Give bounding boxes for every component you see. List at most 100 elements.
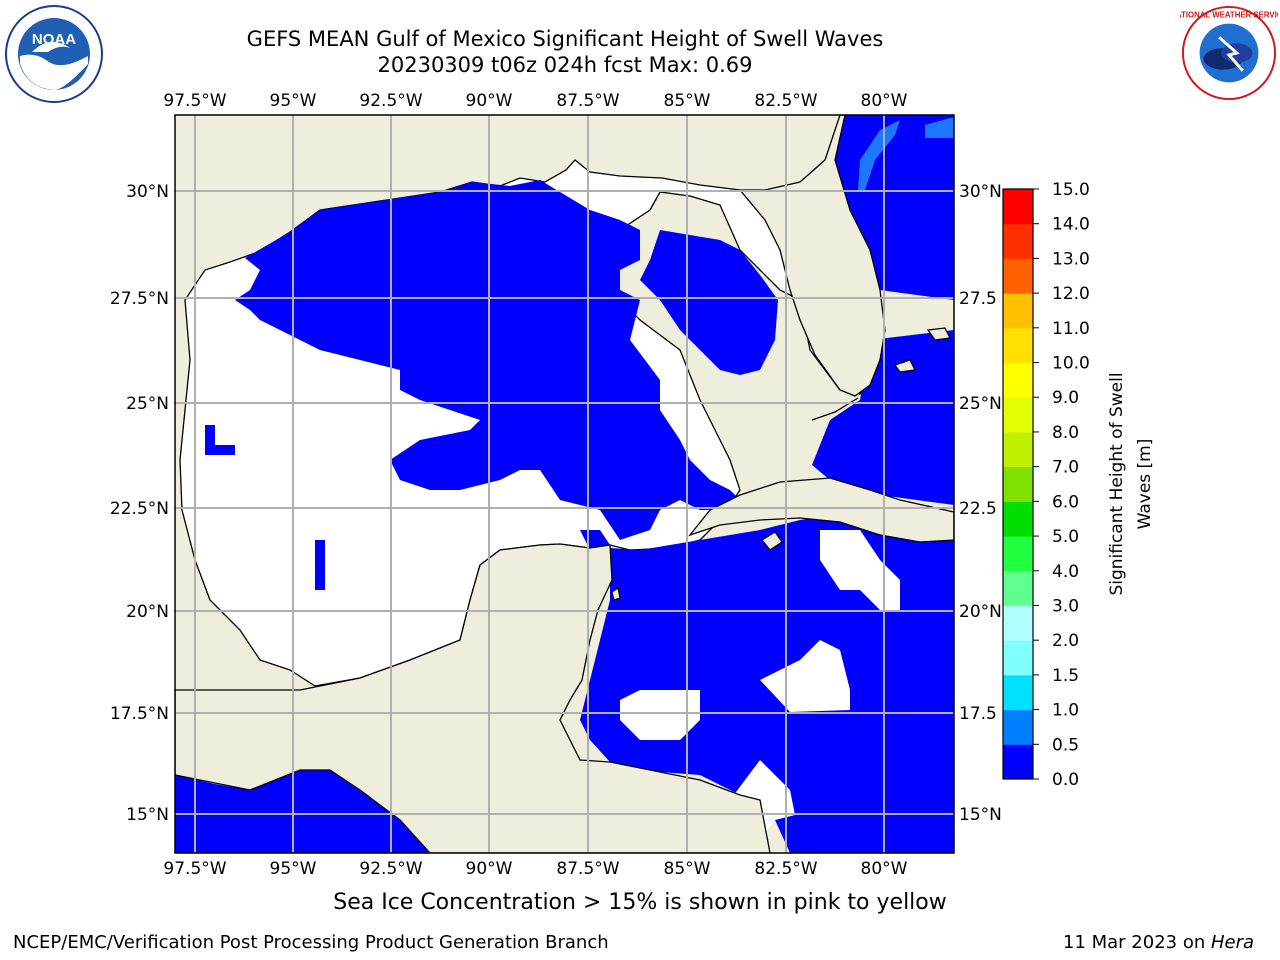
map-frame xyxy=(174,114,955,854)
cozumel xyxy=(611,587,621,601)
lat-label-right: 20°N xyxy=(959,602,1002,622)
lon-label-top: 87.5°W xyxy=(556,91,619,111)
colorbar-tick-label: 6.0 xyxy=(1052,492,1079,512)
caribbean-white-3 xyxy=(820,530,900,610)
colorbar-tick-label: 0.0 xyxy=(1052,770,1079,790)
lat-labels-left: 30°N 27.5°N 25°N 22.5°N 20°N 17.5°N 15°N xyxy=(110,182,169,825)
colorbar-tick-label: 12.0 xyxy=(1052,284,1090,304)
lon-label-bottom: 85°W xyxy=(664,859,711,879)
colorbar-segment xyxy=(1003,362,1033,398)
lon-label-top: 90°W xyxy=(466,91,513,111)
colorbar-segment xyxy=(1003,674,1033,711)
pacific-ocean xyxy=(175,770,430,853)
colorbar-segment xyxy=(1003,293,1033,329)
colorbar-tick-label: 3.0 xyxy=(1052,596,1079,616)
colorbar-segment xyxy=(1003,605,1033,641)
atlantic-light-patch-1 xyxy=(858,120,900,190)
lon-label-bottom: 97.5°W xyxy=(163,859,226,879)
colorbar-tick-label: 2.0 xyxy=(1052,631,1079,651)
colorbar-frame xyxy=(1002,188,1034,780)
colorbar-tick-label: 5.0 xyxy=(1052,527,1079,547)
footer-credit: NCEP/EMC/Verification Post Processing Pr… xyxy=(13,932,609,953)
lat-label-left: 27.5°N xyxy=(110,289,169,309)
sea-ice-note: Sea Ice Concentration > 15% is shown in … xyxy=(0,890,1280,915)
colorbar-segment xyxy=(1003,258,1033,294)
lat-label-left: 22.5°N xyxy=(110,499,169,519)
colorbar-segment xyxy=(1003,536,1033,572)
lon-label-bottom: 92.5°W xyxy=(359,859,422,879)
colorbar-segment xyxy=(1003,397,1033,433)
lon-label-bottom: 82.5°W xyxy=(754,859,817,879)
cuba-land xyxy=(688,477,954,543)
lon-label-top: 92.5°W xyxy=(359,91,422,111)
lon-label-top: 97.5°W xyxy=(163,91,226,111)
colorbar-tick-label: 0.5 xyxy=(1052,735,1079,755)
chart-title: GEFS MEAN Gulf of Mexico Significant Hei… xyxy=(246,27,884,51)
colorbar-ticks: 15.0 14.0 13.0 12.0 11.0 10.0 9.0 8.0 7.0 6.0 5.0 4… xyxy=(1033,180,1090,790)
bahamas-2 xyxy=(894,359,916,373)
gridlines xyxy=(175,115,954,853)
lat-label-left: 20°N xyxy=(126,602,169,622)
lat-label-right: 22.5 xyxy=(959,499,997,519)
lat-label-right: 27.5 xyxy=(959,289,997,309)
map-area xyxy=(175,115,954,853)
lon-label-bottom: 87.5°W xyxy=(556,859,619,879)
caribbean-white-2 xyxy=(760,640,850,712)
colorbar-tick-label: 11.0 xyxy=(1052,319,1090,339)
colorbar-segment xyxy=(1003,327,1033,364)
lon-label-top: 82.5°W xyxy=(754,91,817,111)
colorbar-segment xyxy=(1003,640,1033,676)
swell-patch-west-1 xyxy=(205,425,235,455)
lat-label-left: 25°N xyxy=(126,394,169,414)
colorbar-tick-label: 4.0 xyxy=(1052,562,1079,582)
caribbean-white-1 xyxy=(620,690,700,740)
yucatan-land xyxy=(175,543,771,853)
nws-logo: NATIONAL WEATHER SERVICE xyxy=(1180,5,1278,101)
colorbar-segment xyxy=(1003,570,1033,606)
lon-label-top: 85°W xyxy=(664,91,711,111)
lat-labels-right: 30°N 27.5 25°N 22.5 20°N 17.5 15°N xyxy=(959,182,1002,825)
colorbar-segment xyxy=(1003,709,1033,745)
lat-label-left: 30°N xyxy=(126,182,169,202)
florida-land xyxy=(738,115,886,397)
noaa-logo: NOAA xyxy=(5,5,103,103)
lon-label-top: 95°W xyxy=(270,91,317,111)
lat-label-right: 17.5 xyxy=(959,704,997,724)
lon-label-bottom: 80°W xyxy=(861,859,908,879)
colorbar-tick-label: 10.0 xyxy=(1052,354,1090,374)
colorbar-tick-label: 7.0 xyxy=(1052,458,1079,478)
colorbar-segment xyxy=(1003,189,1033,225)
colorbar-label-line2: Waves [m] xyxy=(1135,439,1155,530)
lat-label-right: 25°N xyxy=(959,394,1002,414)
colorbar xyxy=(1003,189,1033,780)
sea-ice-note-text: Sea Ice Concentration > 15% is shown in … xyxy=(333,890,947,915)
colorbar-tick-label: 15.0 xyxy=(1052,180,1090,200)
footer-host: Hera xyxy=(1210,932,1255,953)
atlantic-light-patch-2 xyxy=(925,118,954,138)
bahamas-1 xyxy=(926,327,951,341)
lat-label-left: 15°N xyxy=(126,805,169,825)
isla-juventud xyxy=(761,531,783,551)
colorbar-tick-label: 1.0 xyxy=(1052,701,1079,721)
colorbar-tick-label: 13.0 xyxy=(1052,249,1090,269)
swell-patch-east xyxy=(640,230,778,375)
colorbar-segment xyxy=(1003,223,1033,259)
colorbar-tick-label: 9.0 xyxy=(1052,388,1079,408)
lon-label-bottom: 90°W xyxy=(466,859,513,879)
swell-patch-west-2 xyxy=(315,540,325,590)
colorbar-label-line1: Significant Height of Swell xyxy=(1107,372,1127,595)
lat-label-left: 17.5°N xyxy=(110,704,169,724)
footer-date: 11 Mar 2023 on Hera xyxy=(1063,932,1254,953)
lon-labels-top: 97.5°W 95°W 92.5°W 90°W 87.5°W 85°W 82.5… xyxy=(163,91,907,111)
lat-label-right: 15°N xyxy=(959,805,1002,825)
lon-labels-bottom: 97.5°W 95°W 92.5°W 90°W 87.5°W 85°W 82.5… xyxy=(163,859,907,879)
colorbar-tick-label: 14.0 xyxy=(1052,215,1090,235)
swell-patch-north xyxy=(235,180,740,540)
colorbar-segment xyxy=(1003,466,1033,502)
colorbar-segment xyxy=(1003,501,1033,537)
colorbar-tick-label: 8.0 xyxy=(1052,423,1079,443)
colorbar-tick-label: 1.5 xyxy=(1052,666,1079,686)
colorbar-segment xyxy=(1003,744,1033,780)
lon-label-top: 80°W xyxy=(861,91,908,111)
